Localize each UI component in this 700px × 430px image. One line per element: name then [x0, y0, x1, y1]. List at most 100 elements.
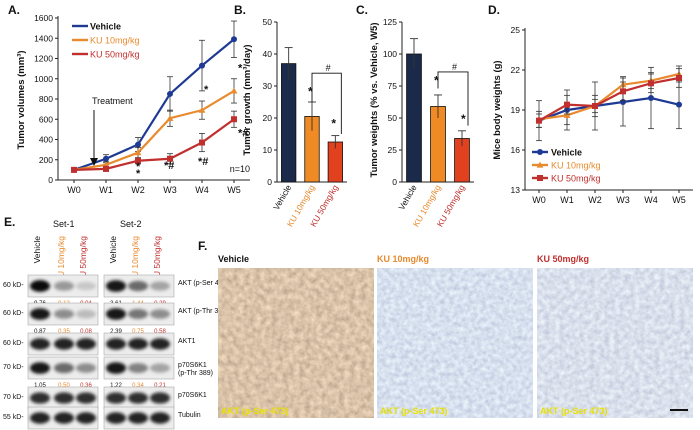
series-line-1: [538, 72, 680, 121]
band: [150, 281, 170, 291]
band: [128, 280, 148, 292]
ihc-title-2: KU 50mg/kg: [537, 254, 589, 264]
bar-0: [406, 53, 422, 183]
data-point: [71, 166, 77, 173]
ihc-title-1: KU 10mg/kg: [377, 254, 429, 264]
ihc-image-2: [537, 268, 693, 418]
x-tick-label: W5: [227, 185, 241, 195]
y-tick-label: 16: [511, 145, 521, 155]
y-tick-label: 100: [383, 49, 397, 59]
ihc-image-0: [218, 268, 374, 418]
series-line-1: [73, 89, 235, 171]
band: [30, 280, 50, 292]
band: [30, 362, 50, 374]
significance-mark: *#: [198, 156, 208, 168]
band: [106, 412, 126, 424]
data-point: [198, 106, 206, 113]
y-axis-label: Tumor growth (mm³/day): [242, 44, 253, 155]
y-tick-label: 19: [511, 105, 521, 115]
y-tick-label: 400: [39, 135, 53, 145]
ihc-label-1: AKT (p-Ser 473): [380, 406, 448, 416]
data-point: [564, 101, 570, 108]
comparison-bracket: [437, 71, 469, 126]
band: [76, 338, 96, 350]
band: [106, 308, 126, 320]
series-line-2: [73, 118, 235, 171]
y-tick-label: 50: [263, 17, 273, 27]
data-point: [199, 139, 205, 146]
kd-marker: 70 kD-: [3, 364, 24, 371]
y-tick-label: 1400: [34, 33, 53, 43]
band: [54, 412, 74, 424]
densitometry-value: 2.39: [110, 329, 122, 335]
data-point: [231, 116, 237, 123]
panel-letter: E.: [4, 215, 15, 229]
panel-d-body-weights: D. 13 16 19 22 25 W0 W1 W2 W3 W4 W5 Mice body weight…: [488, 3, 693, 205]
blot-label: Tubulin: [178, 412, 201, 419]
band: [150, 309, 170, 319]
y-tick-label: 200: [39, 155, 53, 165]
band: [106, 338, 126, 350]
densitometry-value: 1.22: [110, 383, 122, 389]
y-tick-label: 75: [388, 81, 398, 91]
y-tick-label: 1600: [34, 13, 53, 23]
ihc-image-1: [377, 268, 533, 418]
ihc-label-0: AKT (p-Ser 473): [221, 406, 289, 416]
y-axis-label: Tumor volumes (mm³): [16, 50, 27, 149]
y-tick-label: 800: [39, 94, 53, 104]
y-axis-label: Mice body weights (g): [492, 60, 503, 159]
significance-mark: *: [136, 161, 141, 173]
legend-label-2: KU 50mg/kg: [551, 174, 601, 184]
treatment-arrowhead: [90, 158, 98, 166]
panel-a-tumor-volume: A. 0 200 400 600 800 1000 1200 1400 1600 W0 W1 W2 W3 W…: [8, 3, 250, 195]
set-2-label: Set-2: [120, 219, 142, 229]
y-tick-label: 22: [511, 65, 521, 75]
lane-label-set1-2: KU 50mg/kg: [78, 236, 88, 283]
x-tick-label: W5: [672, 195, 686, 205]
series-line-2: [538, 76, 680, 122]
x-tick-label: W2: [131, 185, 145, 195]
y-axis-label: Tumor weights (% vs. Vehicle, W5): [369, 22, 380, 177]
band: [128, 363, 148, 373]
panel-letter: C.: [356, 3, 368, 17]
band: [150, 363, 170, 373]
significance-mark: *: [434, 74, 439, 88]
x-tick-label: W3: [163, 185, 177, 195]
band: [30, 308, 50, 320]
set-1-label: Set-1: [53, 219, 75, 229]
y-tick-label: 1000: [34, 74, 53, 84]
band: [76, 363, 96, 373]
data-point: [592, 103, 598, 109]
data-point: [135, 141, 141, 148]
band: [128, 412, 148, 424]
kd-marker: 60 kD-: [3, 282, 24, 289]
kd-marker: 55 kD-: [3, 414, 24, 421]
densitometry-value: 0.08: [80, 329, 92, 335]
legend-marker: [537, 149, 543, 155]
legend-marker: [537, 175, 543, 181]
y-tick-label: 1200: [34, 54, 53, 64]
y-tick-label: 600: [39, 114, 53, 124]
band: [150, 412, 170, 424]
lane-label-set1-1: KU 10mg/kg: [56, 236, 66, 283]
ihc-title-0: Vehicle: [218, 254, 249, 264]
x-tick-label: W2: [588, 195, 602, 205]
band: [54, 338, 74, 350]
band: [76, 392, 96, 404]
blot-label: AKT1: [178, 338, 196, 345]
y-tick-label: 25: [388, 145, 398, 155]
data-point: [563, 111, 571, 118]
data-point: [135, 157, 141, 164]
significance-mark: *: [136, 168, 141, 180]
ihc-label-2: AKT (p-Ser 473): [540, 406, 608, 416]
densitometry-value: 0.58: [154, 329, 166, 335]
x-tick-label: W0: [67, 185, 81, 195]
significance-mark: *#: [238, 127, 248, 139]
data-point: [134, 149, 142, 156]
band: [30, 412, 50, 424]
y-tick-label: 13: [511, 185, 521, 195]
x-tick-label: W1: [560, 195, 574, 205]
legend-label-0: Vehicle: [551, 148, 582, 158]
